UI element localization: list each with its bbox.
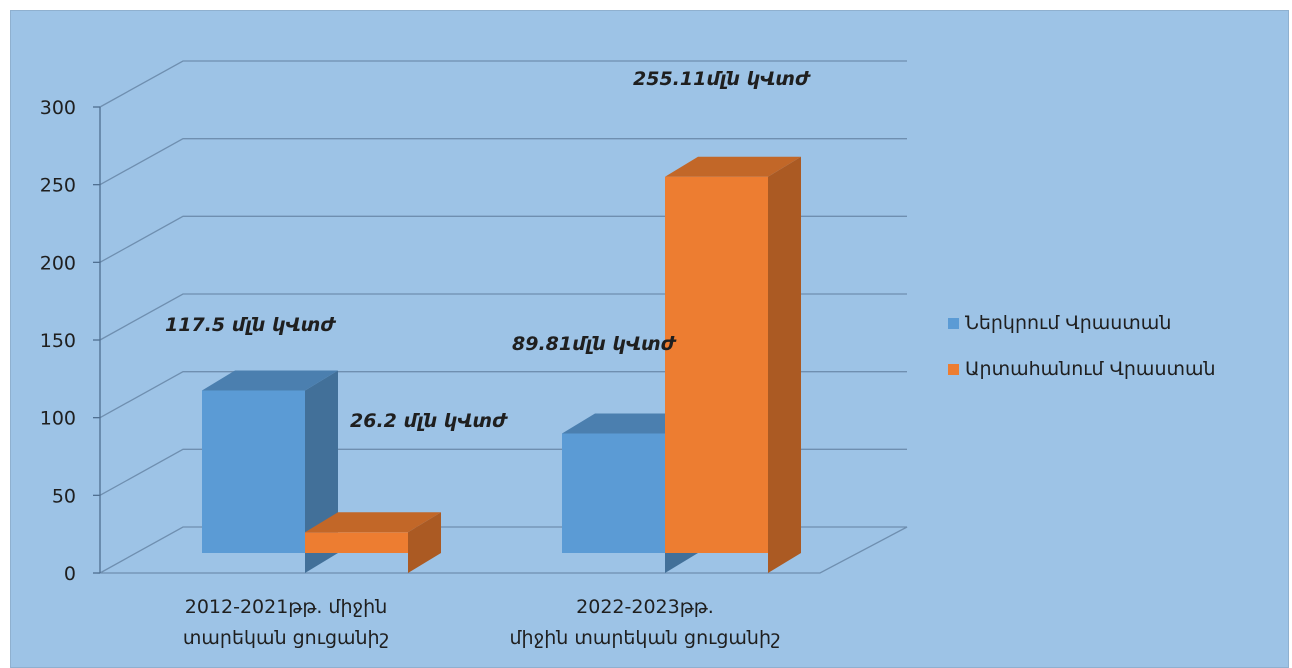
legend-label-export: Արտահանում Վրաստան bbox=[965, 358, 1216, 380]
legend-item-export: Արտահանում Վրաստան bbox=[948, 346, 1216, 392]
bar-top-0-1 bbox=[562, 413, 698, 434]
bar-front-1-0 bbox=[305, 532, 408, 553]
chart-frame bbox=[10, 10, 1289, 668]
data-label-1-1: 255.11մլն կՎտժ bbox=[633, 68, 811, 90]
data-label-0-0: 117.5 մլն կՎտժ bbox=[165, 314, 336, 336]
legend-swatch-export bbox=[948, 363, 959, 375]
data-label-0-1: 89.81մլն կՎտժ bbox=[512, 333, 677, 355]
x-tick-label-0-0: 2012-2021թթ. միջին bbox=[185, 596, 388, 618]
x-tick-label-1-0: 2022-2023թթ. bbox=[576, 596, 714, 618]
y-tick-label-300: 300 bbox=[40, 97, 76, 119]
legend-swatch-import bbox=[948, 317, 959, 329]
bar-top-0-0 bbox=[202, 370, 338, 391]
bar-top-1-0 bbox=[305, 512, 441, 533]
bar-front-0-0 bbox=[202, 390, 305, 553]
x-tick-label-0-1: տարեկան ցուցանիշ bbox=[183, 627, 389, 649]
y-tick-label-0: 0 bbox=[64, 563, 76, 585]
bar-front-1-1 bbox=[665, 176, 768, 553]
chart-legend: Ներկրում Վրաստան Արտահանում Վրաստան bbox=[948, 300, 1216, 392]
data-label-1-0: 26.2 մլն կՎտժ bbox=[350, 410, 508, 432]
y-tick-label-200: 200 bbox=[40, 252, 76, 274]
legend-label-import: Ներկրում Վրաստան bbox=[965, 312, 1172, 334]
gridline-300 bbox=[99, 60, 907, 108]
legend-item-import: Ներկրում Վրաստան bbox=[948, 300, 1216, 346]
bar-side-1-0 bbox=[408, 512, 441, 573]
y-tick-label-150: 150 bbox=[40, 330, 76, 352]
y-tick-label-100: 100 bbox=[40, 408, 76, 430]
bar-top-1-1 bbox=[665, 156, 801, 177]
y-tick-label-50: 50 bbox=[52, 485, 76, 507]
chart-floor bbox=[97, 526, 908, 574]
y-tick-label-250: 250 bbox=[40, 175, 76, 197]
bar-front-0-1 bbox=[562, 433, 665, 553]
x-tick-label-1-1: միջին տարեկան ցուցանիշ bbox=[509, 627, 780, 649]
bar-side-1-1 bbox=[768, 156, 801, 573]
gridline-250 bbox=[99, 138, 907, 186]
